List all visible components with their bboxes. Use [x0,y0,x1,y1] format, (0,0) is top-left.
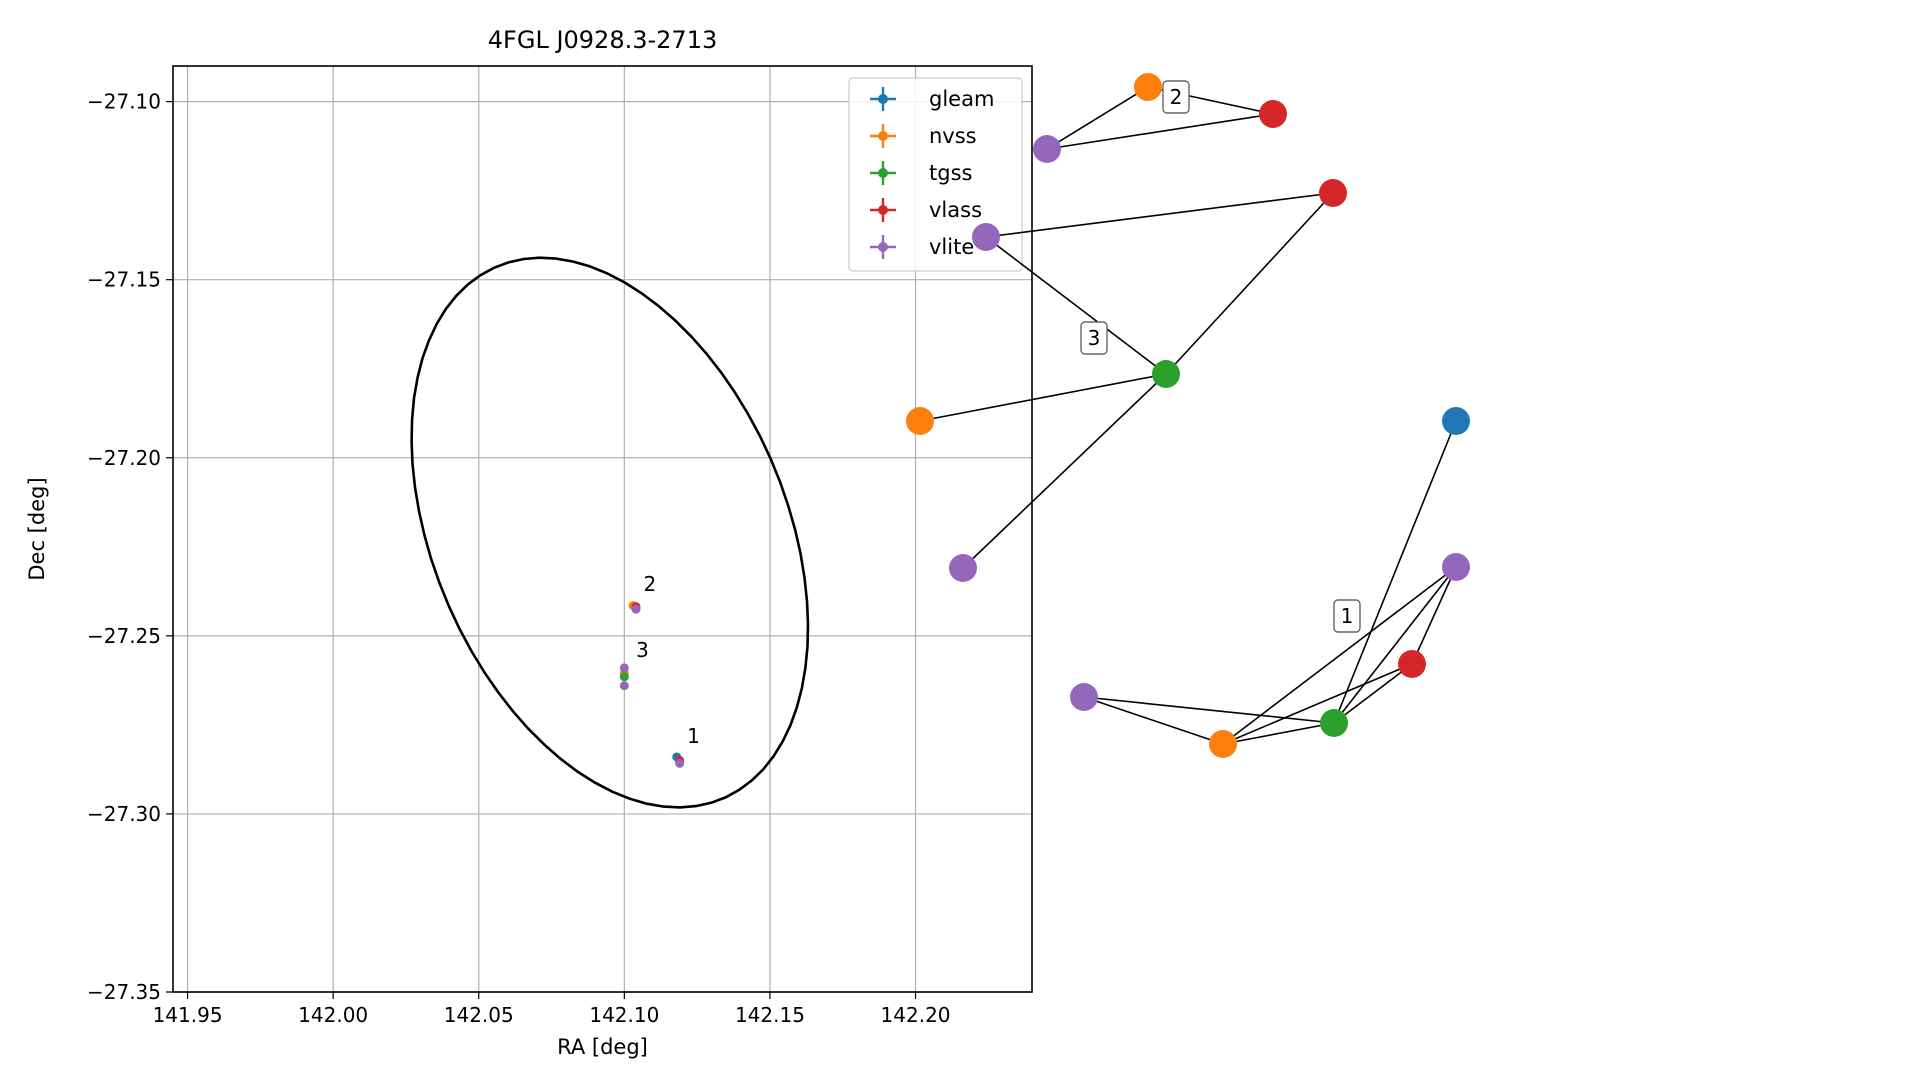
network-edge [962,373,1167,569]
x-tick-label: 142.05 [444,1003,514,1027]
y-tick-label: −27.10 [87,90,161,114]
legend-marker-tgss [878,168,888,178]
network-edge [1083,696,1335,724]
legend-marker-nvss [878,131,888,141]
scatter-panel: 1 2 3 141.95 142.00 142.05 142.10 142.15 142.20… [25,26,1033,1059]
x-tick-label: 142.20 [881,1003,951,1027]
legend-marker-vlite [878,242,888,252]
error-ellipse-layer [410,256,810,809]
network-group-labels: 2 3 1 [1080,80,1361,633]
x-tick-label: 141.95 [153,1003,223,1027]
x-tick-label: 142.10 [589,1003,659,1027]
network-group-label: 3 [1088,326,1101,350]
error-ellipse [410,256,810,809]
point-group-label: 3 [636,638,649,662]
data-point-vlite [631,604,641,614]
network-node-nvss [1134,73,1162,101]
network-node-gleam [1442,407,1470,435]
legend-label-vlass: vlass [929,198,982,222]
legend-label-tgss: tgss [929,161,972,185]
network-group-label: 1 [1341,604,1354,628]
network-edge [1165,192,1334,375]
legend-label-gleam: gleam [929,87,994,111]
axes-frame [172,65,1033,993]
data-point-vlite [619,663,629,673]
data-point-tgss [619,672,629,682]
legend: gleam nvss tgss vlass vlite [848,77,1023,272]
network-edge [1333,420,1457,724]
y-axis-ticks: −27.10 −27.15 −27.20 −27.25 −27.30 −27.35 [87,90,173,1004]
network-node-vlass [1319,179,1347,207]
legend-marker-vlass [878,205,888,215]
x-axis-ticks: 141.95 142.00 142.05 142.10 142.15 142.20 [153,992,951,1027]
network-edges [919,86,1457,745]
network-group-label-box [1333,599,1361,633]
network-node-vlite [949,554,977,582]
point-labels: 1 2 3 [636,572,700,748]
network-node-vlite [1442,553,1470,581]
y-tick-label: −27.35 [87,980,161,1004]
network-group-label: 2 [1170,85,1183,109]
network-edge [1046,86,1149,150]
legend-marker-gleam [878,94,888,104]
network-edge [985,192,1334,238]
network-node-nvss [1209,730,1237,758]
network-edge [1222,566,1457,745]
legend-box [848,77,1023,272]
network-edge [1333,663,1413,724]
y-tick-label: −27.20 [87,446,161,470]
network-group-label-box [1162,80,1190,114]
network-node-tgss [1152,360,1180,388]
y-tick-label: −27.30 [87,802,161,826]
point-group-label: 2 [643,572,656,596]
network-edge [1222,722,1335,745]
y-tick-label: −27.25 [87,624,161,648]
network-group-label-box [1080,321,1108,355]
chart-title: 4FGL J0928.3-2713 [488,26,717,54]
network-edge [985,236,1167,375]
network-edge [919,373,1167,422]
point-group-label: 1 [687,724,700,748]
network-edge [1411,566,1457,665]
network-node-vlass [1398,650,1426,678]
x-tick-label: 142.00 [298,1003,368,1027]
network-node-tgss [1320,709,1348,737]
x-axis-label: RA [deg] [557,1035,648,1059]
network-node-vlite [1033,135,1061,163]
network-node-nvss [906,407,934,435]
network-edge [1083,696,1224,745]
network-node-vlite [972,223,1000,251]
network-edge [1222,663,1413,745]
y-axis-label: Dec [deg] [25,477,49,580]
legend-label-nvss: nvss [929,124,977,148]
legend-label-vlite: vlite [929,235,974,259]
network-node-vlass [1259,100,1287,128]
network-node-vlite [1070,683,1098,711]
data-point-vlite [619,681,629,691]
y-tick-label: −27.15 [87,268,161,292]
data-points [619,601,685,768]
data-point-vlite [675,758,685,768]
network-panel: 2 3 1 [906,73,1470,758]
network-edge [1333,566,1457,724]
network-nodes [906,73,1470,758]
x-tick-label: 142.15 [735,1003,805,1027]
network-edge [1046,113,1274,150]
